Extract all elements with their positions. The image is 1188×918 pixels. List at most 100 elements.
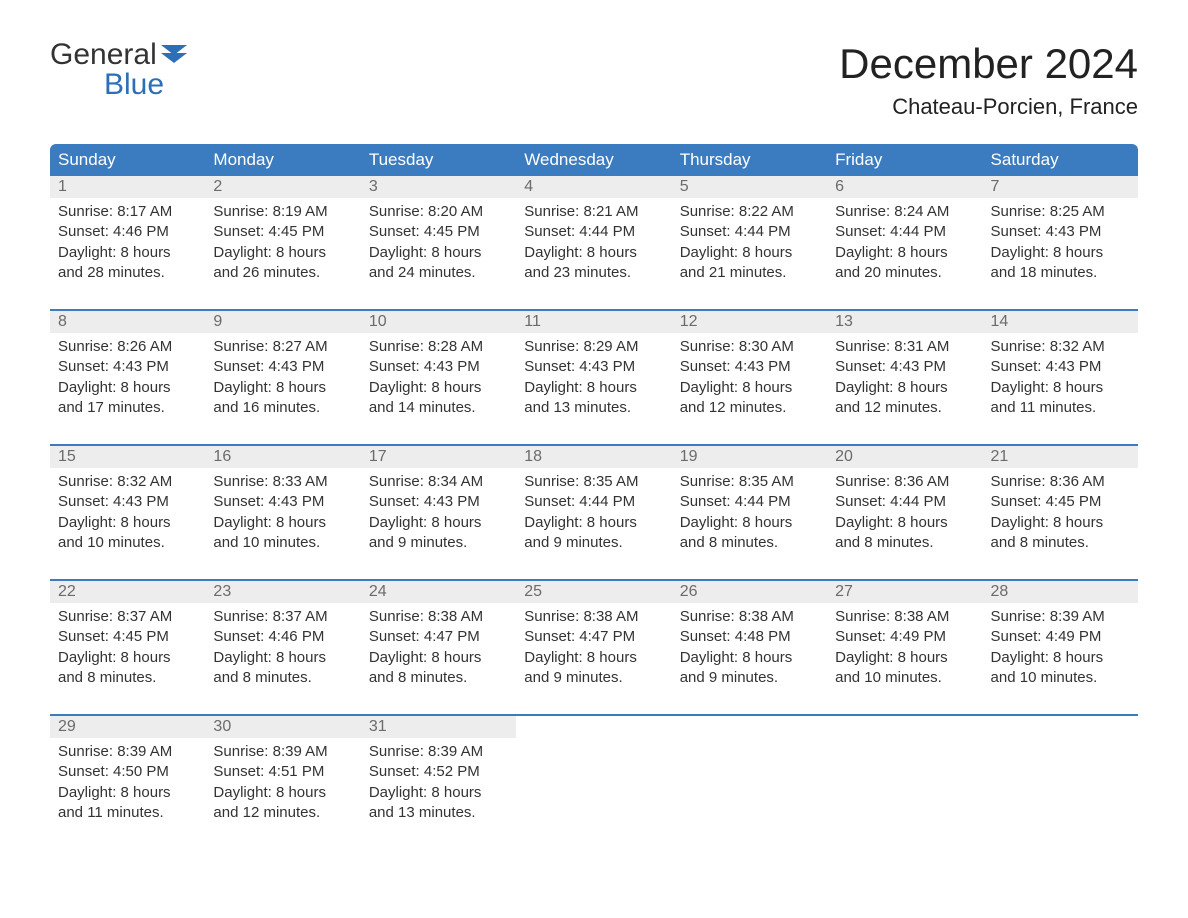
day-detail-row: Sunrise: 8:39 AMSunset: 4:50 PMDaylight:…	[50, 738, 1138, 831]
sunset-line: Sunset: 4:47 PM	[524, 627, 663, 647]
day-number-cell: 8	[50, 311, 205, 333]
day-detail-cell: Sunrise: 8:36 AMSunset: 4:44 PMDaylight:…	[827, 468, 982, 579]
daylight-line: Daylight: 8 hours and 8 minutes.	[680, 513, 819, 554]
logo-text-bottom: Blue	[50, 70, 187, 100]
day-number-cell: 16	[205, 446, 360, 468]
daylight-line: Daylight: 8 hours and 21 minutes.	[680, 243, 819, 284]
sunrise-line: Sunrise: 8:28 AM	[369, 337, 508, 357]
day-detail-cell: Sunrise: 8:32 AMSunset: 4:43 PMDaylight:…	[983, 333, 1138, 444]
day-detail-cell: Sunrise: 8:37 AMSunset: 4:46 PMDaylight:…	[205, 603, 360, 714]
day-number-cell: 25	[516, 581, 671, 603]
daylight-line: Daylight: 8 hours and 11 minutes.	[58, 783, 197, 824]
sunset-line: Sunset: 4:44 PM	[835, 222, 974, 242]
day-number-cell: 29	[50, 716, 205, 738]
day-number-cell: 4	[516, 176, 671, 198]
day-number-cell: 7	[983, 176, 1138, 198]
day-detail-cell: Sunrise: 8:39 AMSunset: 4:51 PMDaylight:…	[205, 738, 360, 831]
day-number-cell: 13	[827, 311, 982, 333]
sunset-line: Sunset: 4:43 PM	[213, 492, 352, 512]
daylight-line: Daylight: 8 hours and 13 minutes.	[369, 783, 508, 824]
day-number-cell: 10	[361, 311, 516, 333]
sunset-line: Sunset: 4:50 PM	[58, 762, 197, 782]
day-detail-cell: Sunrise: 8:19 AMSunset: 4:45 PMDaylight:…	[205, 198, 360, 309]
sunrise-line: Sunrise: 8:39 AM	[213, 742, 352, 762]
daylight-line: Daylight: 8 hours and 12 minutes.	[680, 378, 819, 419]
day-number-cell	[672, 716, 827, 738]
sunrise-line: Sunrise: 8:33 AM	[213, 472, 352, 492]
day-detail-cell: Sunrise: 8:34 AMSunset: 4:43 PMDaylight:…	[361, 468, 516, 579]
day-number-cell: 21	[983, 446, 1138, 468]
day-detail-cell: Sunrise: 8:27 AMSunset: 4:43 PMDaylight:…	[205, 333, 360, 444]
day-number-cell: 2	[205, 176, 360, 198]
day-detail-cell	[672, 738, 827, 831]
daylight-line: Daylight: 8 hours and 13 minutes.	[524, 378, 663, 419]
day-number-cell: 11	[516, 311, 671, 333]
sunset-line: Sunset: 4:44 PM	[524, 492, 663, 512]
day-detail-cell: Sunrise: 8:39 AMSunset: 4:49 PMDaylight:…	[983, 603, 1138, 714]
day-detail-cell: Sunrise: 8:32 AMSunset: 4:43 PMDaylight:…	[50, 468, 205, 579]
sunrise-line: Sunrise: 8:38 AM	[835, 607, 974, 627]
day-detail-cell: Sunrise: 8:17 AMSunset: 4:46 PMDaylight:…	[50, 198, 205, 309]
weekday-header: Thursday	[672, 144, 827, 176]
day-detail-cell: Sunrise: 8:30 AMSunset: 4:43 PMDaylight:…	[672, 333, 827, 444]
header: General Blue December 2024 Chateau-Porci…	[50, 40, 1138, 120]
sunset-line: Sunset: 4:43 PM	[991, 222, 1130, 242]
sunrise-line: Sunrise: 8:37 AM	[213, 607, 352, 627]
daylight-line: Daylight: 8 hours and 8 minutes.	[369, 648, 508, 689]
sunrise-line: Sunrise: 8:30 AM	[680, 337, 819, 357]
daylight-line: Daylight: 8 hours and 17 minutes.	[58, 378, 197, 419]
sunrise-line: Sunrise: 8:38 AM	[680, 607, 819, 627]
logo: General Blue	[50, 40, 187, 100]
day-detail-cell: Sunrise: 8:24 AMSunset: 4:44 PMDaylight:…	[827, 198, 982, 309]
sunset-line: Sunset: 4:49 PM	[835, 627, 974, 647]
sunrise-line: Sunrise: 8:35 AM	[680, 472, 819, 492]
sunrise-line: Sunrise: 8:21 AM	[524, 202, 663, 222]
sunrise-line: Sunrise: 8:35 AM	[524, 472, 663, 492]
day-number-cell: 9	[205, 311, 360, 333]
day-number-row: 1234567	[50, 176, 1138, 198]
day-number-row: 293031	[50, 716, 1138, 738]
day-number-cell: 1	[50, 176, 205, 198]
daylight-line: Daylight: 8 hours and 9 minutes.	[369, 513, 508, 554]
daylight-line: Daylight: 8 hours and 9 minutes.	[680, 648, 819, 689]
day-detail-cell: Sunrise: 8:22 AMSunset: 4:44 PMDaylight:…	[672, 198, 827, 309]
sunrise-line: Sunrise: 8:38 AM	[369, 607, 508, 627]
sunset-line: Sunset: 4:46 PM	[58, 222, 197, 242]
day-detail-cell: Sunrise: 8:35 AMSunset: 4:44 PMDaylight:…	[516, 468, 671, 579]
day-number-cell: 19	[672, 446, 827, 468]
sunset-line: Sunset: 4:43 PM	[213, 357, 352, 377]
sunrise-line: Sunrise: 8:36 AM	[835, 472, 974, 492]
sunrise-line: Sunrise: 8:37 AM	[58, 607, 197, 627]
title-block: December 2024 Chateau-Porcien, France	[839, 40, 1138, 120]
sunset-line: Sunset: 4:44 PM	[680, 222, 819, 242]
sunset-line: Sunset: 4:43 PM	[58, 357, 197, 377]
daylight-line: Daylight: 8 hours and 9 minutes.	[524, 513, 663, 554]
day-number-cell: 24	[361, 581, 516, 603]
day-number-cell: 3	[361, 176, 516, 198]
day-number-cell: 28	[983, 581, 1138, 603]
weekday-header: Friday	[827, 144, 982, 176]
daylight-line: Daylight: 8 hours and 20 minutes.	[835, 243, 974, 284]
day-detail-row: Sunrise: 8:37 AMSunset: 4:45 PMDaylight:…	[50, 603, 1138, 714]
sunrise-line: Sunrise: 8:32 AM	[58, 472, 197, 492]
day-number-cell: 26	[672, 581, 827, 603]
sunrise-line: Sunrise: 8:27 AM	[213, 337, 352, 357]
page-title: December 2024	[839, 40, 1138, 88]
day-detail-cell: Sunrise: 8:28 AMSunset: 4:43 PMDaylight:…	[361, 333, 516, 444]
sunrise-line: Sunrise: 8:39 AM	[991, 607, 1130, 627]
daylight-line: Daylight: 8 hours and 11 minutes.	[991, 378, 1130, 419]
day-number-cell: 22	[50, 581, 205, 603]
daylight-line: Daylight: 8 hours and 8 minutes.	[835, 513, 974, 554]
weekday-header: Tuesday	[361, 144, 516, 176]
day-detail-cell: Sunrise: 8:39 AMSunset: 4:52 PMDaylight:…	[361, 738, 516, 831]
daylight-line: Daylight: 8 hours and 10 minutes.	[213, 513, 352, 554]
daylight-line: Daylight: 8 hours and 24 minutes.	[369, 243, 508, 284]
daylight-line: Daylight: 8 hours and 8 minutes.	[213, 648, 352, 689]
day-number-cell: 27	[827, 581, 982, 603]
daylight-line: Daylight: 8 hours and 16 minutes.	[213, 378, 352, 419]
daylight-line: Daylight: 8 hours and 12 minutes.	[213, 783, 352, 824]
day-detail-cell	[516, 738, 671, 831]
sunset-line: Sunset: 4:43 PM	[369, 357, 508, 377]
sunrise-line: Sunrise: 8:25 AM	[991, 202, 1130, 222]
daylight-line: Daylight: 8 hours and 9 minutes.	[524, 648, 663, 689]
